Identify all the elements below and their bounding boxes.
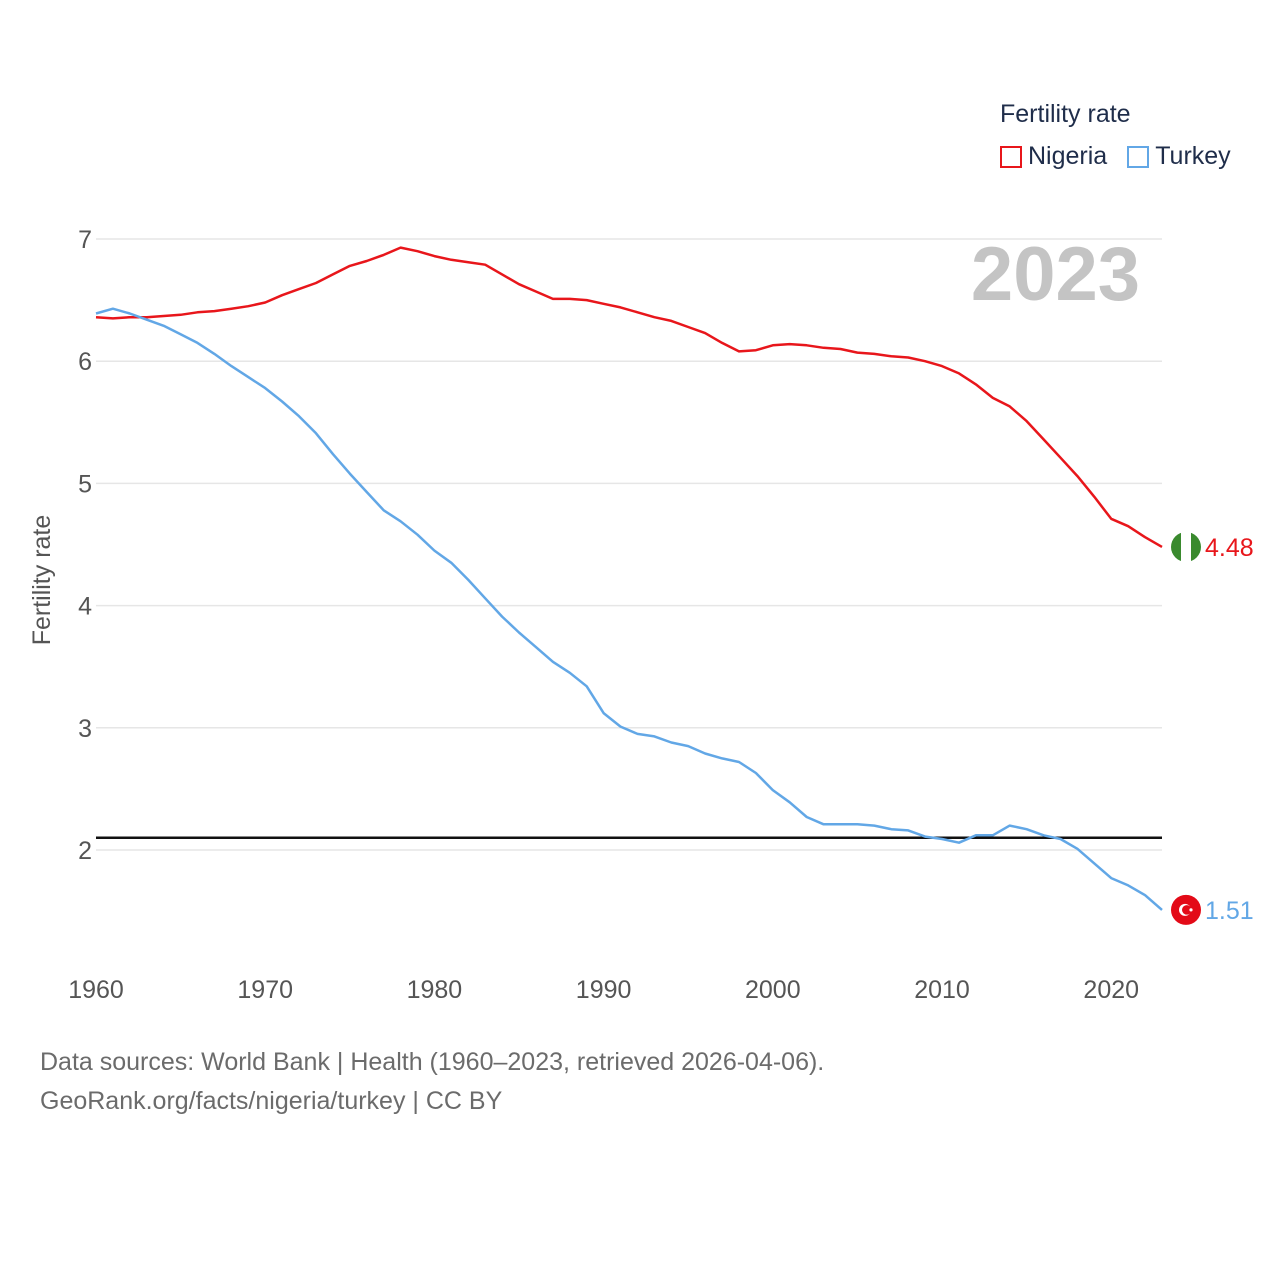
legend-item-turkey[interactable]: Turkey (1127, 142, 1231, 171)
series-group (95, 246, 1163, 911)
x-tick-label: 1970 (237, 976, 293, 1004)
y-tick-label: 3 (78, 715, 92, 743)
y-tick-label: 5 (78, 470, 92, 498)
end-markers: 4.48 1.51 (1171, 531, 1254, 925)
series-line-nigeria[interactable] (95, 246, 1163, 548)
end-value-label-turkey: 1.51 (1205, 897, 1254, 925)
x-tick-label: 2020 (1083, 976, 1139, 1004)
x-tick-label: 1960 (68, 976, 124, 1004)
legend-label-turkey: Turkey (1155, 142, 1231, 170)
y-axis: 2 3 4 5 6 7 (78, 226, 92, 865)
grid-lines (96, 238, 1162, 851)
legend-title: Fertility rate (1000, 100, 1131, 128)
footer: Data sources: World Bank | Health (1960–… (40, 1043, 824, 1121)
data-source-text: Data sources: World Bank | Health (1960–… (40, 1048, 825, 1076)
attribution-link[interactable]: GeoRank.org/facts/nigeria/turkey | CC BY (40, 1087, 503, 1115)
x-axis: 1960 1970 1980 1990 2000 2010 2020 (68, 976, 1139, 1004)
x-tick-label: 1990 (576, 976, 632, 1004)
x-tick-label: 1980 (407, 976, 463, 1004)
legend-item-nigeria[interactable]: Nigeria (1000, 142, 1107, 171)
legend-swatch-nigeria (1000, 145, 1022, 168)
legend-swatch-turkey (1127, 145, 1150, 168)
y-tick-label: 6 (78, 348, 92, 376)
x-tick-label: 2010 (914, 976, 970, 1004)
x-tick-label: 2000 (745, 976, 801, 1004)
legend: Nigeria Turkey (1000, 142, 1251, 171)
end-value-label-nigeria: 4.48 (1205, 534, 1254, 562)
y-tick-label: 2 (78, 837, 92, 865)
year-watermark: 2023 (971, 232, 1140, 317)
legend-label-nigeria: Nigeria (1028, 142, 1108, 170)
turkey-flag-icon (1171, 894, 1201, 925)
nigeria-flag-icon (1171, 531, 1201, 562)
series-line-turkey[interactable] (95, 307, 1163, 911)
y-tick-label: 7 (78, 226, 92, 254)
y-axis-label: Fertility rate (28, 515, 56, 646)
y-tick-label: 4 (78, 593, 92, 621)
